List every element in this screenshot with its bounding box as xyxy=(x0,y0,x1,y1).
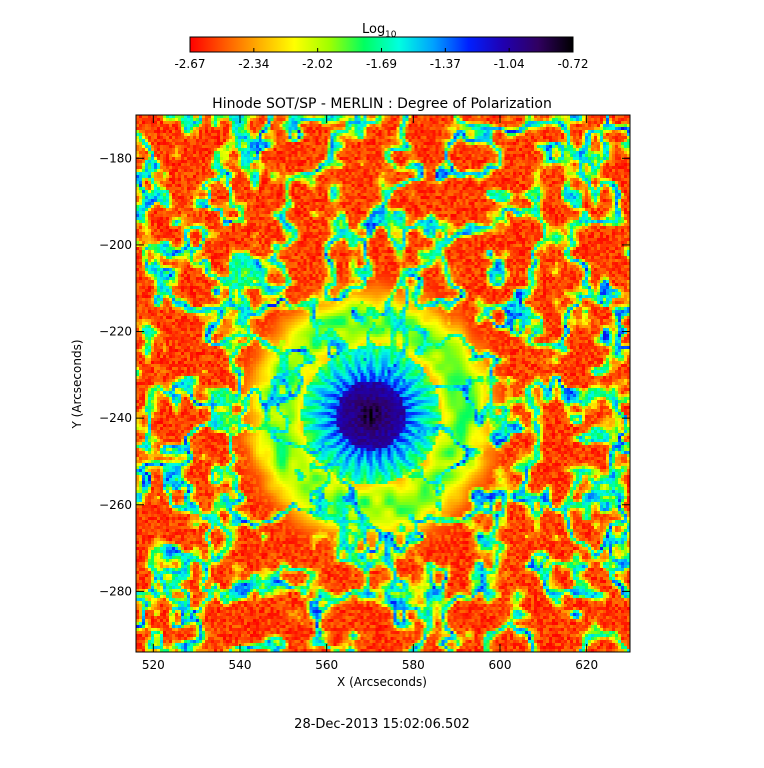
y-tick-label: −200 xyxy=(99,238,132,252)
colorbar-tick-label: -1.04 xyxy=(494,57,525,71)
x-tick-label: 560 xyxy=(315,658,338,672)
x-tick-label: 580 xyxy=(402,658,425,672)
y-axis-label: Y (Arcseconds) xyxy=(70,339,84,429)
x-axis-label: X (Arcseconds) xyxy=(337,675,427,689)
colorbar-ticks: -2.67 -2.34 -2.02 -1.69 -1.37 -1.04 -0.72 xyxy=(174,48,589,71)
heatmap-raster xyxy=(136,115,630,652)
colorbar-label-base: Log xyxy=(362,22,385,37)
x-axis: 520 540 560 580 600 620 xyxy=(142,115,598,672)
colorbar-tick-label: -1.37 xyxy=(430,57,461,71)
y-tick-label: −240 xyxy=(99,411,132,425)
x-tick-label: 600 xyxy=(489,658,512,672)
y-tick-label: −280 xyxy=(99,584,132,598)
plot-frame xyxy=(135,114,631,653)
chart-title: Hinode SOT/SP - MERLIN : Degree of Polar… xyxy=(212,96,552,112)
y-tick-label: −220 xyxy=(99,325,132,339)
timestamp: 28-Dec-2013 15:02:06.502 xyxy=(294,717,470,732)
y-tick-label: −180 xyxy=(99,151,132,165)
colorbar-tick-label: -0.72 xyxy=(557,57,588,71)
colorbar-tick-label: -1.69 xyxy=(366,57,397,71)
heatmap-image xyxy=(136,115,630,652)
plot-area: 520 540 560 580 600 620 −180−200−220−240−260−… xyxy=(99,114,631,672)
y-axis: −180 −200 −220 −240 −260 −280 xyxy=(99,151,630,598)
colorbar-tick-label: -2.67 xyxy=(174,57,205,71)
colorbar-tick-label: -2.34 xyxy=(238,57,269,71)
colorbar: Log 10 -2.67 -2.34 -2.02 -1.69 -1.37 -1.04 -0.… xyxy=(174,22,588,71)
colorbar-label-sub: 10 xyxy=(385,30,397,40)
colorbar-tick-label: -2.02 xyxy=(302,57,333,71)
x-tick-label: 520 xyxy=(142,658,165,672)
y-tick-label: −260 xyxy=(99,498,132,512)
x-tick-label: 620 xyxy=(575,658,598,672)
x-tick-label: 540 xyxy=(229,658,252,672)
